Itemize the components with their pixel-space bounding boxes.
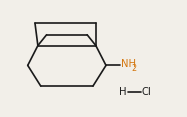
Text: H: H — [119, 87, 127, 97]
Text: 2: 2 — [132, 64, 137, 73]
Text: Cl: Cl — [142, 87, 151, 97]
Text: NH: NH — [121, 59, 136, 69]
